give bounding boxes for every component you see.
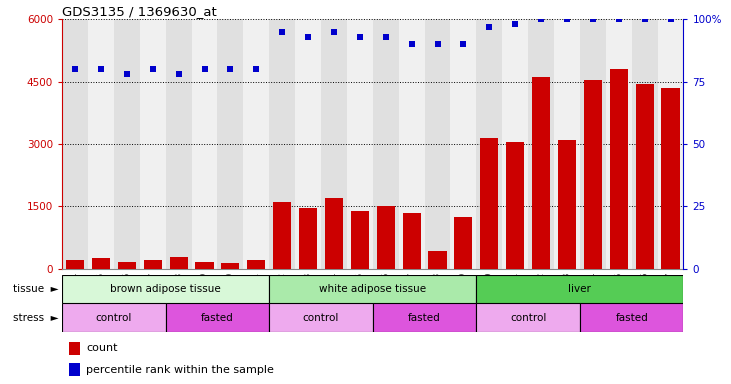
Bar <box>218 19 243 269</box>
Bar <box>480 138 499 269</box>
Bar <box>321 19 347 269</box>
Point <box>483 24 495 30</box>
Bar <box>62 19 88 269</box>
Bar <box>528 19 554 269</box>
Bar <box>658 19 683 269</box>
Bar <box>477 275 683 303</box>
Bar <box>170 257 188 269</box>
Bar <box>295 19 321 269</box>
Point <box>276 29 288 35</box>
Bar <box>502 19 528 269</box>
Bar <box>221 263 240 269</box>
Bar <box>373 303 477 332</box>
Bar <box>425 19 450 269</box>
Bar <box>554 19 580 269</box>
Text: percentile rank within the sample: percentile rank within the sample <box>86 364 274 375</box>
Bar <box>88 19 114 269</box>
Point <box>432 41 444 47</box>
Point <box>302 34 314 40</box>
Point <box>561 16 573 22</box>
Bar <box>325 198 343 269</box>
Bar <box>632 19 658 269</box>
Bar <box>450 19 477 269</box>
Text: control: control <box>303 313 339 323</box>
Text: brown adipose tissue: brown adipose tissue <box>110 284 221 294</box>
Bar <box>403 213 421 269</box>
Bar <box>192 19 218 269</box>
Point <box>224 66 236 72</box>
Bar <box>398 19 425 269</box>
Bar <box>580 303 683 332</box>
Point <box>199 66 211 72</box>
Bar <box>635 84 654 269</box>
Text: fasted: fasted <box>201 313 234 323</box>
Text: stress  ►: stress ► <box>13 313 58 323</box>
Bar <box>662 88 680 269</box>
Point <box>173 71 184 77</box>
Bar <box>532 78 550 269</box>
Bar <box>610 69 628 269</box>
Bar <box>247 260 265 269</box>
Bar <box>477 19 502 269</box>
Bar <box>118 262 136 269</box>
Bar <box>140 19 166 269</box>
Bar <box>351 212 369 269</box>
Bar <box>269 303 373 332</box>
Bar <box>376 207 395 269</box>
Bar <box>580 19 606 269</box>
Point <box>458 41 469 47</box>
Point <box>354 34 366 40</box>
Bar <box>269 19 295 269</box>
Text: fasted: fasted <box>408 313 441 323</box>
Point <box>69 66 81 72</box>
Bar <box>584 79 602 269</box>
Bar <box>66 260 84 269</box>
Point <box>328 29 340 35</box>
Text: white adipose tissue: white adipose tissue <box>319 284 426 294</box>
Text: control: control <box>96 313 132 323</box>
Point <box>664 16 676 22</box>
Bar <box>62 303 166 332</box>
Bar <box>166 303 269 332</box>
Bar <box>195 262 213 269</box>
Bar <box>455 217 472 269</box>
Bar <box>558 140 576 269</box>
Bar <box>269 275 477 303</box>
Bar <box>92 258 110 269</box>
Text: count: count <box>86 343 118 354</box>
Point <box>587 16 599 22</box>
Bar <box>373 19 398 269</box>
Point <box>406 41 417 47</box>
Bar <box>477 303 580 332</box>
Bar <box>273 202 291 269</box>
Point <box>147 66 159 72</box>
Bar <box>62 275 269 303</box>
Bar <box>506 142 524 269</box>
Point <box>510 21 521 27</box>
Text: GDS3135 / 1369630_at: GDS3135 / 1369630_at <box>62 5 217 18</box>
Point <box>121 71 133 77</box>
Point <box>251 66 262 72</box>
Point <box>535 16 547 22</box>
Text: liver: liver <box>569 284 591 294</box>
Point <box>613 16 624 22</box>
Text: tissue  ►: tissue ► <box>13 284 58 294</box>
Bar <box>114 19 140 269</box>
Bar <box>243 19 269 269</box>
Text: control: control <box>510 313 546 323</box>
Point <box>380 34 392 40</box>
Bar <box>166 19 192 269</box>
Bar <box>299 209 317 269</box>
Text: fasted: fasted <box>616 313 648 323</box>
Bar <box>347 19 373 269</box>
Point <box>95 66 107 72</box>
Point <box>639 16 651 22</box>
Bar <box>606 19 632 269</box>
Bar <box>428 251 447 269</box>
Bar <box>144 260 162 269</box>
